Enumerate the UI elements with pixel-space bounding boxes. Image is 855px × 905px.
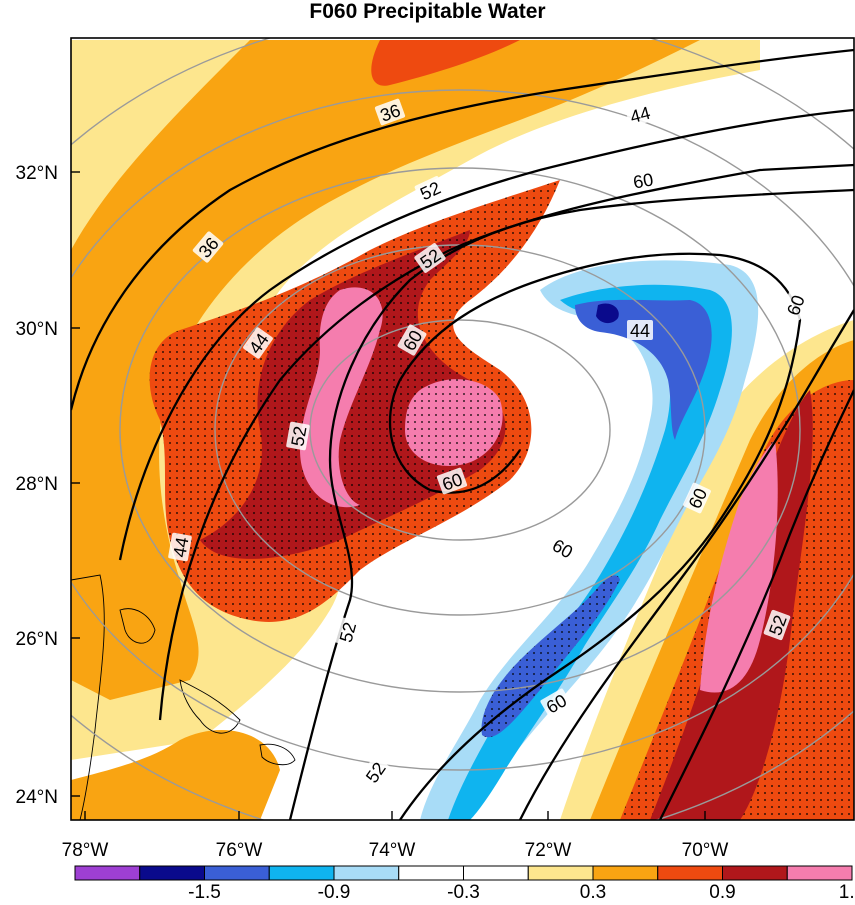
colorbar-tick-label: 0.9: [709, 882, 735, 900]
colorbar-tick-label: -0.3: [447, 882, 480, 900]
shading-orange-band: [71, 40, 700, 700]
colorbar-swatch: [527, 865, 594, 881]
contour-value-label: 60: [683, 482, 711, 514]
lon-label: 70°W: [682, 840, 729, 861]
map-title: F060 Precipitable Water: [309, 0, 546, 23]
shading-pink-east: [700, 440, 778, 693]
contour-value-text: 60: [632, 169, 655, 192]
lon-label: 78°W: [62, 840, 109, 861]
shading-red-north: [371, 40, 520, 86]
colorbar-swatch: [657, 865, 723, 881]
map-plot-area: [71, 38, 854, 820]
colorbar-tick-label: -1.5: [188, 882, 221, 900]
shading-orange-coast: [71, 730, 280, 820]
lat-label: 30°N: [16, 319, 58, 340]
lat-label: 32°N: [16, 163, 58, 184]
lon-label: 76°W: [216, 840, 263, 861]
island-cays: [259, 743, 296, 766]
contour-value-label: 60: [436, 467, 468, 495]
lon-label: 72°W: [525, 840, 572, 861]
longitude-axis: 78°W 76°W 74°W 72°W 70°W: [62, 840, 729, 861]
lon-label: 74°W: [369, 840, 416, 861]
colorbar-swatch: [139, 865, 205, 881]
latitude-axis: 32°N 30°N 28°N 26°N 24°N: [16, 163, 58, 808]
axis-ticks: [71, 171, 706, 820]
colorbar: -1.5 -0.9 -0.3 0.3 0.9 1.5: [74, 865, 855, 903]
map-frame: [70, 37, 855, 821]
lat-label: 24°N: [16, 787, 58, 808]
shading-blue-dots: [481, 575, 620, 738]
colorbar-swatch: [333, 865, 400, 881]
colorbar-tick-label: -0.9: [318, 882, 351, 900]
landmass-florida: [71, 574, 105, 820]
contour-value-label: 36: [374, 98, 406, 126]
contour-value-label: 44: [627, 320, 653, 341]
colorbar-swatch: [398, 865, 464, 881]
colorbar-tick-label: 1.5: [839, 882, 855, 900]
colorbar-tick-label: 0.3: [580, 882, 606, 900]
colorbar-swatch: [268, 865, 335, 881]
colorbar-swatch: [463, 865, 529, 881]
shading-navy-spot: [596, 303, 619, 324]
lat-label: 28°N: [16, 474, 58, 495]
island-group: [179, 679, 241, 734]
colorbar-swatch: [722, 865, 788, 881]
island-andros: [119, 608, 156, 644]
colorbar-swatch: [204, 865, 270, 881]
contour-value-text: 44: [630, 321, 650, 341]
colorbar-swatch: [786, 865, 853, 881]
colorbar-swatch: [74, 865, 141, 881]
contour-value-label: 60: [628, 168, 658, 193]
shading-pink-dots: [405, 379, 503, 466]
shading-blue-band: [575, 299, 712, 440]
lat-label: 26°N: [16, 629, 58, 650]
contour-value-label: 52: [286, 421, 311, 451]
contour-value-text: 44: [169, 536, 192, 559]
colorbar-swatch: [592, 865, 659, 881]
contour-value-label: 44: [168, 532, 193, 562]
contour-value-text: 52: [287, 425, 310, 448]
